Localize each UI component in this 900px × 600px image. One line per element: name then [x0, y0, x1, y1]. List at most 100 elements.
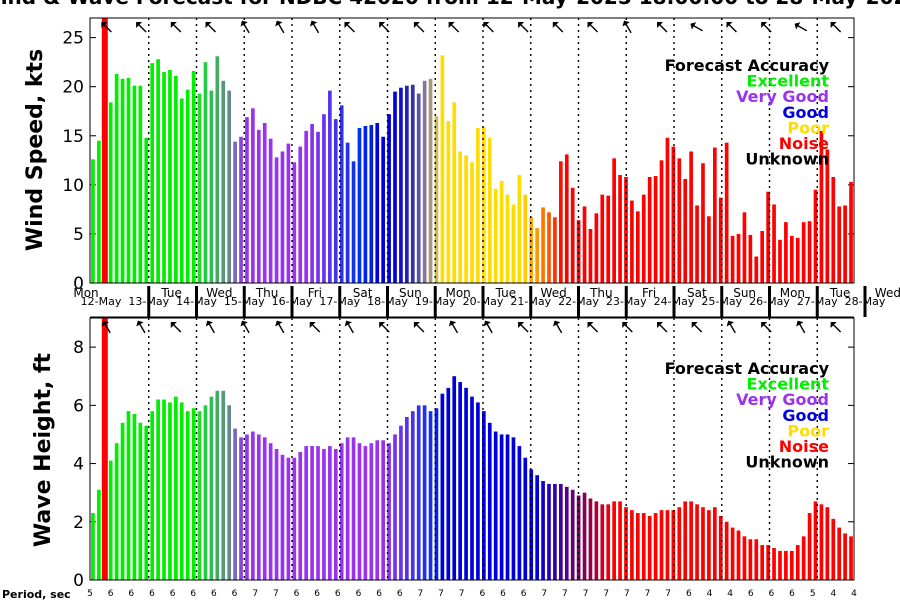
- wave-bar: [138, 422, 143, 580]
- day-date-label: 26-May: [749, 295, 790, 308]
- wind-bar: [440, 55, 445, 283]
- wave-bar: [594, 501, 599, 580]
- wave-bar: [736, 530, 741, 580]
- wave-bar: [304, 446, 309, 580]
- wind-bar: [482, 126, 486, 283]
- wave-direction-arrow: [205, 320, 215, 334]
- wind-bar: [695, 205, 699, 283]
- period-value: 6: [108, 589, 114, 599]
- wave-direction-arrow: [691, 322, 703, 333]
- wave-ytick-label: 8: [73, 338, 84, 358]
- wave-bar: [168, 402, 172, 580]
- wave-bar: [434, 408, 439, 580]
- wind-legend-entry: Excellent: [747, 72, 830, 91]
- wave-bar: [493, 431, 498, 580]
- wave-legend-entry: Noise: [779, 437, 829, 456]
- day-name-label: Mon: [780, 286, 805, 300]
- wave-bar: [718, 515, 723, 580]
- wave-bar: [197, 411, 202, 580]
- wave-bar: [784, 550, 788, 580]
- wave-bar: [185, 411, 190, 580]
- wind-bar: [576, 220, 581, 283]
- wave-bar: [262, 437, 267, 580]
- wave-bar: [831, 518, 836, 580]
- wind-direction-arrow: [448, 22, 460, 33]
- wave-bar: [529, 469, 534, 580]
- wave-bar: [476, 402, 480, 580]
- wave-bar: [440, 393, 445, 580]
- wave-bar: [363, 446, 368, 580]
- period-value: 6: [521, 589, 527, 599]
- wind-bar: [600, 194, 605, 283]
- wind-bar: [168, 70, 172, 283]
- period-value: 6: [232, 589, 238, 599]
- wave-bar: [564, 486, 569, 580]
- wave-ytick-label: 6: [73, 396, 84, 416]
- wind-bar: [422, 80, 427, 283]
- wave-bar: [422, 405, 427, 580]
- wind-bar: [298, 146, 303, 283]
- wind-bar: [659, 160, 664, 283]
- wind-bar: [328, 90, 332, 283]
- wind-bar: [393, 91, 397, 283]
- wave-bar: [298, 451, 303, 580]
- wind-ytick-label: 25: [62, 29, 84, 49]
- wind-bar: [345, 142, 350, 283]
- wind-bar: [789, 235, 794, 283]
- day-date-label: 15-May: [224, 295, 265, 308]
- period-label: Period, sec: [2, 588, 71, 600]
- wave-bar: [849, 536, 853, 580]
- wind-bar: [736, 233, 741, 283]
- wind-bar: [132, 85, 137, 283]
- wind-bar: [256, 129, 261, 283]
- wind-direction-arrow: [726, 22, 737, 33]
- wave-bar: [730, 527, 735, 580]
- wave-bar: [162, 399, 166, 580]
- wave-bar: [280, 454, 285, 580]
- wind-bar: [239, 136, 243, 283]
- day-date-label: 22-May: [558, 295, 599, 308]
- wave-bar: [239, 437, 243, 580]
- wave-direction-arrow: [413, 322, 425, 333]
- wind-bar: [268, 138, 273, 283]
- wave-bar: [707, 510, 711, 580]
- wind-bar: [683, 178, 688, 283]
- wind-bar: [114, 73, 119, 283]
- period-value: 6: [190, 589, 196, 599]
- wind-bar: [185, 89, 190, 283]
- wave-plot-frame: [89, 317, 855, 581]
- wind-direction-arrow: [690, 22, 703, 32]
- wind-ytick-label: 20: [62, 78, 84, 98]
- wave-bar: [487, 422, 492, 580]
- period-value: 4: [707, 589, 713, 599]
- wind-bar: [357, 127, 362, 283]
- wave-direction-arrow: [483, 320, 493, 334]
- wind-bar: [819, 130, 824, 283]
- wind-bar: [665, 137, 670, 283]
- wind-legend-entry: Poor: [787, 118, 829, 137]
- wave-direction-arrow: [726, 320, 736, 334]
- wave-bar: [837, 527, 842, 580]
- period-value: 7: [603, 589, 609, 599]
- wind-bar: [191, 71, 196, 283]
- wind-bar: [144, 137, 149, 283]
- wave-bar: [144, 425, 149, 580]
- wave-bar: [523, 457, 528, 580]
- wave-direction-arrow: [309, 322, 321, 333]
- wave-height-panel: Wave Height, ft 0 2 4 6 8 Forecast AccuracyE…: [31, 317, 855, 591]
- day-name-label: Thu: [589, 286, 613, 300]
- wave-bar: [410, 411, 415, 580]
- wave-bar: [316, 446, 320, 580]
- day-name-label: Tue: [160, 286, 182, 300]
- wind-bar: [772, 204, 776, 283]
- wind-bar: [434, 116, 439, 283]
- wave-direction-arrow: [622, 322, 633, 333]
- wave-bar: [606, 504, 611, 580]
- wave-bar: [114, 443, 119, 580]
- wind-bar: [754, 256, 759, 283]
- wave-bar: [221, 390, 226, 580]
- wave-bar: [227, 405, 232, 580]
- wave-bar: [659, 510, 664, 580]
- day-date-label: 18-May: [367, 295, 408, 308]
